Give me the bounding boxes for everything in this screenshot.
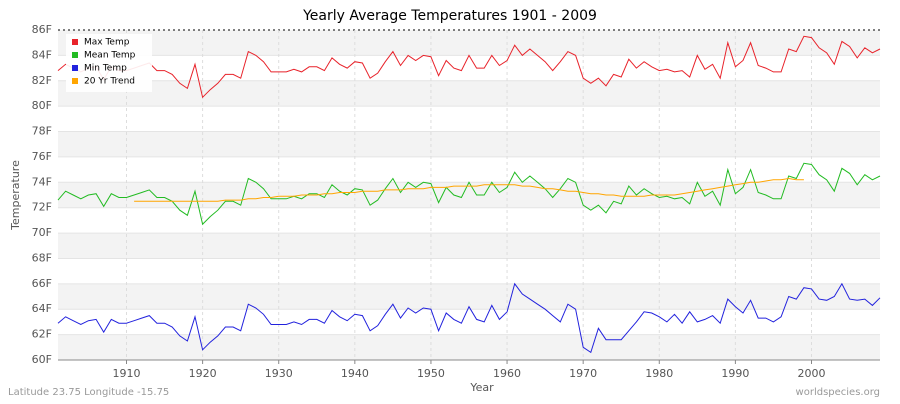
grid-band xyxy=(58,233,880,259)
legend-box xyxy=(66,34,152,92)
x-tick-label: 1990 xyxy=(721,367,749,380)
line-series xyxy=(57,35,881,99)
y-tick-label: 62F xyxy=(32,328,52,341)
x-tick-label: 1940 xyxy=(341,367,369,380)
legend-label: Min Temp xyxy=(84,64,127,74)
legend-swatch xyxy=(72,65,78,71)
footer-right: worldspecies.org xyxy=(796,387,880,398)
x-tick-label: 1950 xyxy=(417,367,445,380)
x-tick-label: 1980 xyxy=(645,367,673,380)
y-axis-label: Temperature xyxy=(9,160,22,231)
x-tick-label: 1910 xyxy=(113,367,141,380)
y-tick-label: 80F xyxy=(32,99,52,112)
y-tick-label: 78F xyxy=(32,125,52,138)
grid-band xyxy=(58,131,880,157)
line-series xyxy=(57,162,881,226)
legend-swatch xyxy=(72,39,78,45)
y-tick-label: 84F xyxy=(32,48,52,61)
x-tick-label: 1920 xyxy=(189,367,217,380)
y-tick-label: 72F xyxy=(32,201,52,214)
grid-band xyxy=(58,283,880,310)
chart-title: Yearly Average Temperatures 1901 - 2009 xyxy=(302,8,597,24)
legend-label: Max Temp xyxy=(84,38,130,48)
legend-label: Mean Temp xyxy=(84,51,136,61)
y-tick-label: 60F xyxy=(32,353,52,366)
grid-band xyxy=(58,334,880,360)
y-tick-label: 68F xyxy=(32,251,52,264)
legend-swatch xyxy=(72,78,78,84)
x-tick-label: 1970 xyxy=(569,367,597,380)
legend-swatch xyxy=(72,52,78,58)
footer-left: Latitude 23.75 Longitude -15.75 xyxy=(8,387,169,398)
x-axis-label: Year xyxy=(469,381,494,394)
grid-band xyxy=(58,30,880,56)
legend: Max Temp Mean Temp Min Temp 20 Yr Trend xyxy=(66,34,152,92)
y-tick-label: 74F xyxy=(32,175,52,188)
x-tick-label: 2000 xyxy=(798,367,826,380)
line-series xyxy=(134,177,804,202)
y-tick-label: 64F xyxy=(32,302,52,315)
legend-label: 20 Yr Trend xyxy=(84,77,135,87)
line-series xyxy=(57,282,881,354)
x-tick-label: 1960 xyxy=(493,367,521,380)
y-tick-label: 66F xyxy=(32,277,52,290)
grid-band xyxy=(58,80,880,107)
y-tick-label: 76F xyxy=(32,150,52,163)
x-tick-label: 1930 xyxy=(265,367,293,380)
y-tick-label: 70F xyxy=(32,226,52,239)
y-tick-label: 86F xyxy=(32,23,52,36)
y-tick-label: 82F xyxy=(32,74,52,87)
